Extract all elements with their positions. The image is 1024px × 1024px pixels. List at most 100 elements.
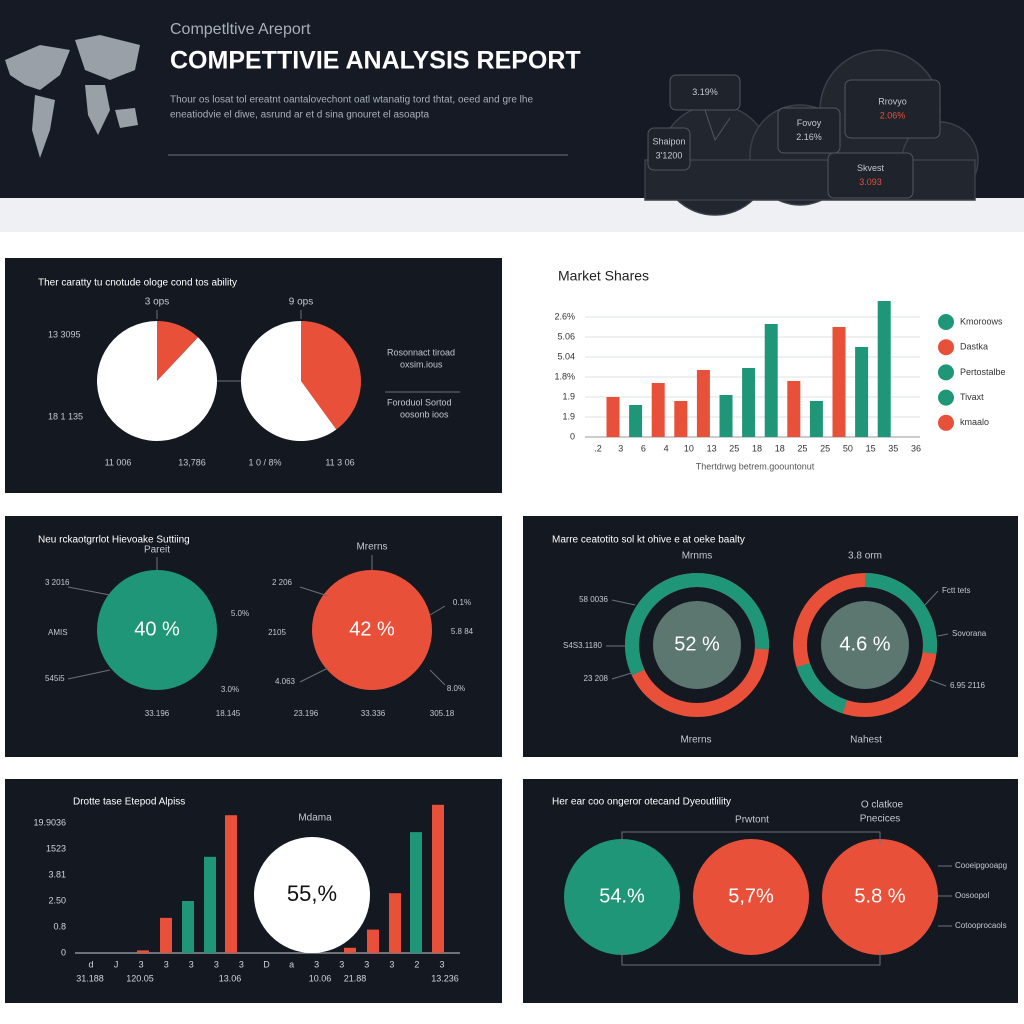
chart-title: Ther caratty tu cnotude ologe cond tos a… xyxy=(38,278,237,289)
x-tick-label: 3 xyxy=(214,959,219,969)
y-tick-label: 1.9 xyxy=(562,411,575,421)
circle-label: Mrerns xyxy=(356,542,387,553)
x-tick-label: D xyxy=(263,959,270,969)
leader xyxy=(611,671,636,680)
x-tick-label: 3 xyxy=(139,959,144,969)
annotation: 18 1 135 xyxy=(48,411,83,421)
y-tick-label: 3.81 xyxy=(48,869,66,879)
ring-label: Mrerns xyxy=(680,735,711,746)
x-tick-label: a xyxy=(289,959,294,969)
chart-title: Market Shares xyxy=(558,268,649,284)
bar xyxy=(137,950,149,953)
header-title: COMPETTIVIE ANALYSIS REPORT xyxy=(170,47,581,75)
bar xyxy=(432,804,444,953)
bar xyxy=(742,368,756,437)
x-tick-label: 25 xyxy=(729,443,739,453)
y-tick-label: 5.04 xyxy=(557,351,575,361)
x-tick-label: 120.05 xyxy=(126,973,154,983)
highlight-label: Mdama xyxy=(298,813,332,824)
pie-label: 3 ops xyxy=(145,297,169,308)
x-tick-label: 10.06 xyxy=(309,973,332,983)
bar xyxy=(367,929,379,953)
ring-label: Mrnms xyxy=(682,551,713,562)
bar xyxy=(182,901,194,953)
x-tick-label: 36 xyxy=(911,443,921,453)
annotation: 545i5 xyxy=(45,674,65,683)
y-tick-label: 19.9036 xyxy=(33,817,66,827)
bar xyxy=(651,383,665,437)
circle-value: 42 % xyxy=(349,618,395,640)
ring-segment xyxy=(697,573,769,650)
annotation: 3.0% xyxy=(221,685,239,694)
leader xyxy=(937,633,949,637)
annotation: Oosoopol xyxy=(955,891,989,900)
bar xyxy=(696,370,710,437)
strip xyxy=(0,198,1024,232)
callout-box xyxy=(647,127,691,171)
bar xyxy=(674,401,688,437)
legend-label: Dastka xyxy=(960,342,988,352)
leader xyxy=(429,605,446,616)
y-tick-label: 0 xyxy=(570,431,575,441)
value-circle xyxy=(564,839,680,955)
x-tick-label: 25 xyxy=(820,443,830,453)
annotation: 6.95 2116 xyxy=(950,681,986,690)
y-tick-label: 1.8% xyxy=(554,371,575,381)
annotation: oosonb ioos xyxy=(400,409,449,419)
x-tick-label: 18 xyxy=(775,443,785,453)
x-tick-label: 35 xyxy=(888,443,898,453)
ring-inner xyxy=(821,601,909,689)
y-tick-label: 0.8 xyxy=(53,921,66,931)
ring-label: 3.8 orm xyxy=(848,551,882,562)
legend-label: Kmoroows xyxy=(960,316,1003,326)
x-tick-label: 13.06 xyxy=(219,973,242,983)
pie-slice xyxy=(157,321,199,381)
annotation: 5.8 84 xyxy=(451,627,474,636)
legend-swatch xyxy=(938,414,954,431)
circle-value: 5.8 % xyxy=(854,885,905,907)
annotation: 2 206 xyxy=(272,578,293,587)
panel xyxy=(523,516,1018,757)
x-tick-label: 21.88 xyxy=(344,973,367,983)
annotation: Sovorana xyxy=(952,629,987,638)
leader xyxy=(611,599,636,606)
pie-slice xyxy=(301,321,361,430)
leader xyxy=(429,669,446,686)
ring-segment xyxy=(865,573,937,655)
chart-title: Marre ceatotito sol kt ohive e at oeke b… xyxy=(552,535,745,546)
panel xyxy=(5,779,502,1003)
chart-title: Neu rckaotgrrlot Hievoake Suttiing xyxy=(38,535,190,546)
leader xyxy=(67,669,111,680)
highlight-circle xyxy=(254,837,370,953)
circle-value: 5,7% xyxy=(728,885,774,907)
annotation: 3 2016 xyxy=(45,578,70,587)
ring-value: 52 % xyxy=(674,633,720,655)
annotation: 5.0% xyxy=(231,609,249,618)
x-tick-label: 6 xyxy=(641,443,646,453)
callout-text: Fovoy xyxy=(797,118,822,128)
leader xyxy=(299,586,329,597)
callout-text: Skvest xyxy=(857,163,885,173)
annotation: 33.196 xyxy=(145,709,170,718)
value-circle xyxy=(822,839,938,955)
x-tick-label: 3 xyxy=(314,959,319,969)
x-tick-label: .2 xyxy=(594,443,602,453)
x-tick-label: 3 xyxy=(364,959,369,969)
x-tick-label: 3 xyxy=(339,959,344,969)
circle-value: 40 % xyxy=(134,618,180,640)
bar xyxy=(764,324,778,437)
ring-inner xyxy=(653,601,741,689)
bar xyxy=(832,327,846,437)
bar xyxy=(344,947,356,953)
bar xyxy=(160,917,172,953)
pie-slice xyxy=(97,321,218,442)
y-tick-label: 1.9 xyxy=(562,391,575,401)
pie-label: 9 ops xyxy=(289,297,313,308)
bar xyxy=(606,397,620,437)
x-tick-label: 3 xyxy=(239,959,244,969)
callout-box xyxy=(844,79,941,139)
bar xyxy=(629,405,643,437)
header-description: Thour os losat tol ereatnt oantalovechon… xyxy=(170,95,533,106)
callout-text: Rrovyo xyxy=(878,96,907,106)
